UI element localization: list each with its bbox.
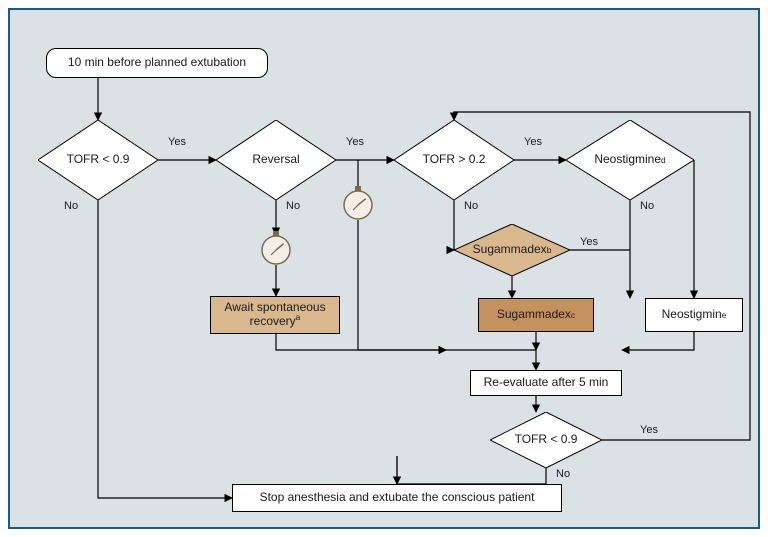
edge-label-tofr_lt_09_no: No bbox=[64, 200, 78, 212]
edge-label-tofr_lt_09_yes: Yes bbox=[168, 136, 186, 148]
start-box: 10 min before planned extubation bbox=[46, 48, 268, 78]
stop-box: Stop anesthesia and extubate the conscio… bbox=[232, 484, 562, 512]
neostigmine_e-box: Neostigmine bbox=[645, 298, 743, 332]
edge-label-sugammadex_b_yes: Yes bbox=[580, 236, 598, 248]
edge-label-tofr_gt_02_yes: Yes bbox=[524, 136, 542, 148]
await-box: Await spontaneousrecoverya bbox=[210, 296, 340, 334]
diagram-frame bbox=[8, 8, 760, 529]
edge-label-tofr_lt_09_b_yes: Yes bbox=[640, 424, 658, 436]
sugammadex_b-diamond: Sugammadexb bbox=[454, 224, 570, 276]
reversal-label: Reversal bbox=[216, 120, 336, 200]
edge-label-reversal_yes: Yes bbox=[346, 136, 364, 148]
tofr_lt_09-label: TOFR < 0.9 bbox=[38, 120, 158, 200]
flowchart-canvas: 10 min before planned extubation TOFR < 0… bbox=[0, 0, 768, 537]
tofr_lt_09_b-diamond: TOFR < 0.9 bbox=[490, 412, 602, 468]
tofr_gt_02-label: TOFR > 0.2 bbox=[394, 120, 514, 200]
tofr_lt_09-diamond: TOFR < 0.9 bbox=[38, 120, 158, 200]
edge-label-tofr_gt_02_no: No bbox=[464, 200, 478, 212]
await-label: Await spontaneousrecoverya bbox=[224, 301, 325, 329]
tofr_gt_02-diamond: TOFR > 0.2 bbox=[394, 120, 514, 200]
sugammadex_b-label: Sugammadexb bbox=[454, 224, 570, 276]
edge-label-tofr_lt_09_b_no: No bbox=[556, 468, 570, 480]
edge-label-reversal_no: No bbox=[286, 200, 300, 212]
edge-label-neostigmine_d_no: No bbox=[640, 200, 654, 212]
reversal-diamond: Reversal bbox=[216, 120, 336, 200]
tofr_lt_09_b-label: TOFR < 0.9 bbox=[490, 412, 602, 468]
sugammadex_c-box: Sugammadexc bbox=[478, 298, 594, 332]
reeval-box: Re-evaluate after 5 min bbox=[470, 370, 622, 396]
neostigmine_d-diamond: Neostigmined bbox=[566, 120, 694, 200]
neostigmine_d-label: Neostigmined bbox=[566, 120, 694, 200]
